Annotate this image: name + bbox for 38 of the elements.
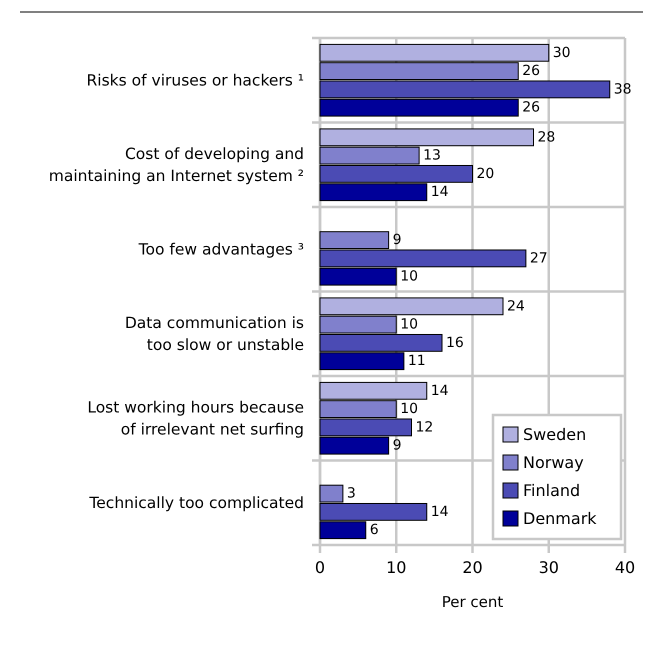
data-label: 30 (552, 44, 571, 61)
x-tick-label: 40 (614, 558, 636, 577)
legend-label: Norway (523, 453, 584, 472)
data-label: 3 (346, 486, 356, 502)
y-tick-label: Too few advantages ³ (138, 240, 304, 258)
data-label: 10 (400, 401, 418, 418)
legend-label: Finland (523, 481, 580, 500)
data-label: 28 (538, 129, 556, 146)
data-label: 12 (416, 419, 434, 436)
data-label: 26 (522, 100, 540, 116)
data-label: 38 (614, 81, 632, 98)
data-label: 14 (430, 184, 449, 200)
x-tick-label: 20 (462, 558, 483, 577)
data-label: 27 (530, 250, 548, 266)
data-label: 16 (446, 334, 464, 351)
x-axis-title: Per cent (442, 593, 504, 611)
data-label: 9 (392, 438, 402, 454)
legend-label: Denmark (523, 509, 598, 528)
x-tick-label: 0 (314, 558, 326, 577)
data-label: 6 (370, 522, 379, 538)
data-label: 9 (392, 232, 402, 248)
y-tick-label: Data communication is too slow or unstable (124, 314, 304, 354)
y-tick-label: Lost working hours because of irrelevant net surfing (87, 398, 304, 438)
data-label: 14 (430, 382, 449, 399)
data-label: 10 (400, 316, 418, 333)
y-tick-label: Technically too complicated (88, 494, 304, 512)
data-label: 13 (423, 148, 441, 164)
data-label: 24 (507, 298, 525, 314)
data-label: 10 (400, 268, 418, 285)
data-label: 26 (522, 63, 540, 80)
x-tick-label: 30 (538, 558, 559, 577)
y-tick-label: Cost of developing and maintaining an Internet system ² (48, 144, 304, 185)
data-label: 14 (430, 504, 449, 520)
legend-label: Sweden (523, 425, 586, 444)
y-tick-label: Risks of viruses or hackers ¹ (86, 71, 304, 90)
data-label: 20 (476, 166, 494, 182)
x-tick-label: 10 (386, 558, 406, 577)
data-label: 11 (408, 353, 426, 370)
